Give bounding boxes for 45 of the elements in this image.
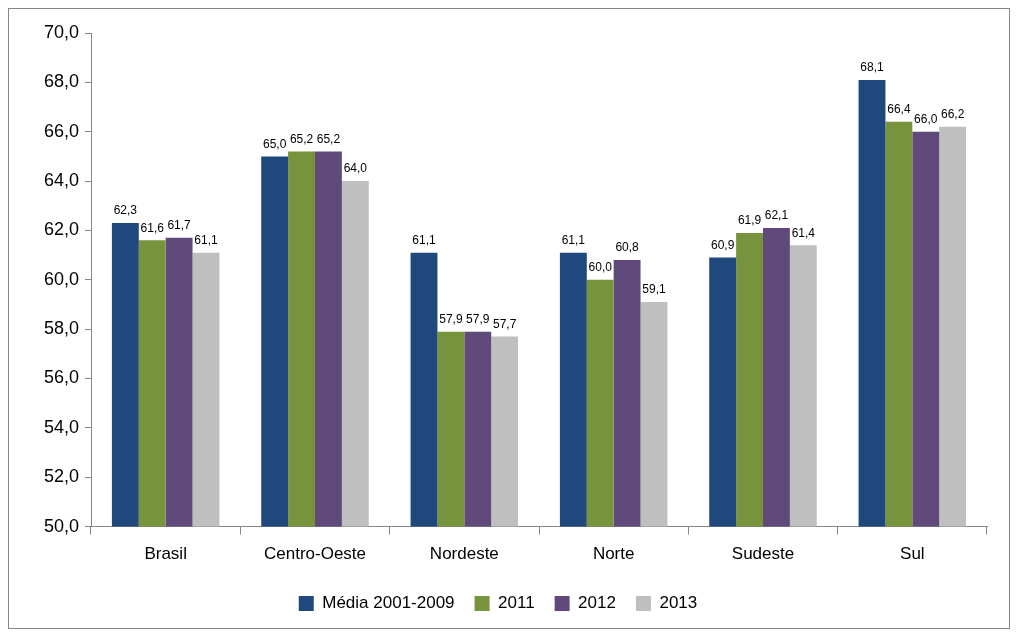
x-tick-label: Centro-Oeste <box>263 544 367 564</box>
data-label: 61,6 <box>140 220 165 235</box>
data-label: 62,3 <box>113 203 138 218</box>
data-label: 59,1 <box>642 282 666 297</box>
data-label: 65,2 <box>316 131 341 146</box>
data-label: 65,0 <box>263 136 287 151</box>
data-label: 64,0 <box>343 161 368 176</box>
data-label: 57,9 <box>466 311 490 326</box>
y-tick-label: 70,0 <box>43 21 79 42</box>
data-label: 66,2 <box>940 107 965 122</box>
data-label: 61,1 <box>561 232 586 247</box>
data-label: 62,1 <box>764 208 789 223</box>
data-label: 66,0 <box>914 112 938 127</box>
y-tick-label: 58,0 <box>43 318 79 339</box>
y-tick-label: 52,0 <box>43 466 79 487</box>
data-label: 57,9 <box>439 311 463 326</box>
y-tick-label: 66,0 <box>43 120 79 141</box>
data-label: 60,9 <box>711 237 735 252</box>
y-tick-label: 50,0 <box>43 515 79 536</box>
legend-label: Média 2001-2009 <box>322 593 455 613</box>
x-tick-label: Norte <box>592 544 635 564</box>
data-label: 61,1 <box>412 232 437 247</box>
data-label: 61,4 <box>791 225 816 240</box>
data-label: 65,2 <box>289 131 314 146</box>
y-tick-label: 62,0 <box>43 219 79 240</box>
x-tick-label: Brasil <box>144 544 187 564</box>
data-label: 60,0 <box>588 260 613 275</box>
data-label: 60,8 <box>615 240 640 255</box>
legend-label: 2011 <box>498 593 535 613</box>
data-label: 68,1 <box>860 60 885 75</box>
data-label: 61,7 <box>167 218 192 233</box>
y-tick-label: 60,0 <box>43 268 79 289</box>
y-tick-label: 64,0 <box>43 170 79 191</box>
x-tick-label: Nordeste <box>429 544 499 564</box>
y-tick-label: 54,0 <box>43 416 79 437</box>
y-tick-label: 56,0 <box>43 367 79 388</box>
data-label: 66,4 <box>887 102 911 117</box>
x-tick-label: Sul <box>900 544 925 564</box>
y-tick-label: 68,0 <box>43 71 79 92</box>
data-label: 57,7 <box>492 316 517 331</box>
x-tick-label: Sudeste <box>731 544 795 564</box>
legend-label: 2012 <box>578 593 616 613</box>
data-label: 61,1 <box>194 232 218 247</box>
data-label: 61,9 <box>737 213 762 228</box>
legend-label: 2013 <box>659 593 698 613</box>
